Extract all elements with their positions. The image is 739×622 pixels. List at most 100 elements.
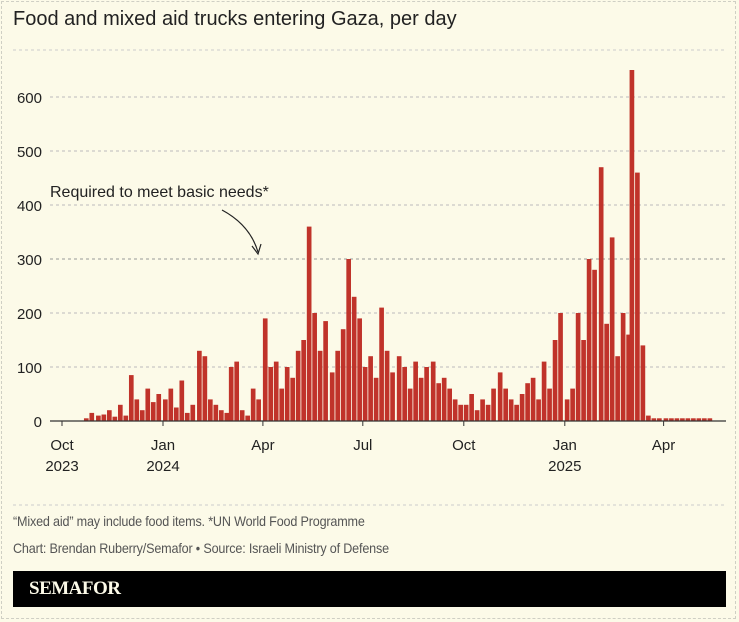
bar	[123, 415, 129, 421]
bar	[547, 388, 552, 421]
footnote: “Mixed aid” may include food items. *UN …	[13, 513, 365, 529]
bar	[696, 418, 702, 421]
x-tick-label: Jan	[151, 437, 175, 454]
bar	[224, 412, 230, 421]
bar	[202, 356, 208, 421]
bar	[379, 307, 384, 421]
y-tick-label: 300	[17, 252, 42, 269]
bar	[218, 410, 224, 421]
bar	[290, 377, 296, 421]
bar	[262, 318, 268, 421]
bar	[402, 367, 407, 421]
bar	[480, 399, 485, 421]
bar	[497, 372, 503, 421]
bar	[228, 367, 234, 421]
brand-footer: SEMAFOR	[13, 571, 726, 607]
bar	[620, 313, 626, 421]
x-tick-label: Apr	[251, 437, 274, 454]
bar	[234, 361, 240, 421]
x-tick-label: Jul	[353, 437, 372, 454]
bar	[570, 388, 575, 421]
bar	[390, 372, 395, 421]
bar	[430, 361, 436, 421]
bar	[702, 418, 707, 421]
bar	[179, 380, 185, 421]
bar	[156, 394, 162, 421]
y-tick-label: 200	[17, 306, 42, 323]
bar	[514, 404, 519, 421]
bar	[424, 367, 429, 421]
credit-line: Chart: Brendan Ruberry/Semafor • Source:…	[13, 540, 389, 556]
bar	[340, 329, 346, 421]
bar	[213, 404, 219, 421]
chart-title: Food and mixed aid trucks entering Gaza,…	[13, 8, 457, 30]
bar	[657, 418, 662, 421]
bar	[558, 313, 563, 421]
bar	[351, 296, 357, 421]
bar	[89, 412, 95, 421]
bar	[707, 418, 713, 421]
bar	[312, 313, 317, 421]
bar	[615, 356, 620, 421]
arrowhead-icon	[251, 243, 262, 256]
bar	[609, 237, 615, 421]
bar	[273, 361, 279, 421]
bar	[685, 418, 691, 421]
bar	[564, 399, 570, 421]
bar	[83, 418, 89, 421]
bar	[134, 399, 140, 421]
bar	[635, 172, 640, 421]
bar	[519, 394, 525, 421]
bar	[396, 356, 402, 421]
bar	[323, 321, 328, 421]
bar	[646, 415, 651, 421]
bar	[413, 361, 418, 421]
bar	[436, 383, 442, 421]
bar	[629, 70, 635, 421]
bar	[508, 399, 514, 421]
bar	[530, 377, 536, 421]
bar	[552, 340, 558, 421]
x-tick-year: 2025	[548, 458, 581, 475]
bar	[368, 356, 373, 421]
x-tick-label: Oct	[452, 437, 476, 454]
x-tick-year: 2024	[146, 458, 179, 475]
bar	[536, 399, 541, 421]
bar	[384, 350, 390, 421]
annotation-arrow	[221, 209, 259, 253]
bar	[592, 269, 597, 421]
bar	[301, 340, 306, 421]
bar	[145, 388, 151, 421]
bar	[139, 410, 145, 421]
bar	[101, 414, 107, 421]
bar	[491, 388, 496, 421]
bar	[335, 350, 341, 421]
bar	[581, 340, 586, 421]
bar	[357, 318, 362, 421]
bar	[184, 412, 190, 421]
bar	[674, 418, 680, 421]
bar-chart: 0 100 200 300 400 500 600 Oct 2023 Jan 2024 Apr Jul O…	[13, 49, 726, 506]
bar	[586, 259, 592, 421]
bar	[173, 407, 179, 421]
bar	[168, 388, 174, 421]
bar	[279, 388, 285, 421]
bar	[680, 418, 685, 421]
bar	[197, 350, 202, 421]
bar	[112, 416, 118, 421]
bar	[245, 415, 251, 421]
bar	[469, 394, 474, 421]
bar	[541, 361, 547, 421]
x-tick-label: Jan	[553, 437, 577, 454]
reference-line-label: Required to meet basic needs*	[50, 184, 269, 201]
bar	[346, 259, 352, 421]
bar	[640, 345, 646, 421]
bar	[306, 226, 312, 421]
bar	[463, 404, 469, 421]
bar	[362, 367, 368, 421]
bar	[150, 402, 156, 421]
bar	[407, 388, 413, 421]
semafor-logo: SEMAFOR	[29, 578, 121, 599]
bar	[525, 383, 530, 421]
